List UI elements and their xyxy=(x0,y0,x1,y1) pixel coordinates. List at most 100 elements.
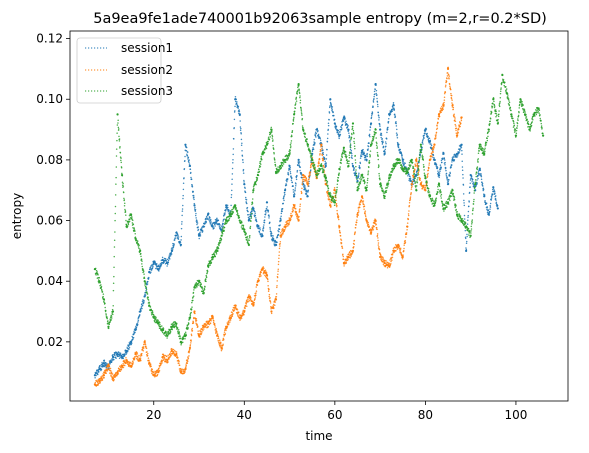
trace-dot xyxy=(463,214,466,217)
trace-dot xyxy=(156,373,159,376)
trace-dot xyxy=(452,103,454,106)
trace-dot xyxy=(127,345,130,348)
trace-dot xyxy=(256,178,259,180)
trace-dot xyxy=(404,239,406,242)
trace-dot xyxy=(441,105,443,108)
trace-dot xyxy=(187,158,189,160)
trace-dot xyxy=(151,372,153,374)
trace-dot xyxy=(102,293,105,295)
trace-dot xyxy=(436,127,439,129)
trace-dot xyxy=(143,273,145,275)
trace-dot xyxy=(214,255,217,258)
trace-dot xyxy=(156,263,158,265)
trace-dot xyxy=(182,341,184,344)
trace-dot xyxy=(402,256,404,258)
trace-dot xyxy=(338,172,340,174)
trace-dot xyxy=(144,294,147,296)
trace-dot xyxy=(191,301,193,304)
data-point xyxy=(392,104,395,107)
trace-dot xyxy=(235,102,238,105)
trace-dot xyxy=(453,113,455,116)
trace-dot xyxy=(209,264,211,266)
trace-dot xyxy=(401,156,403,158)
trace-dot xyxy=(278,228,281,230)
trace-dot xyxy=(114,354,116,357)
trace-dot xyxy=(364,215,367,218)
trace-dot xyxy=(171,249,174,251)
trace-dot xyxy=(125,362,127,364)
trace-dot xyxy=(201,331,203,333)
trace-dot xyxy=(298,162,300,165)
trace-dot xyxy=(288,223,290,226)
trace-dot xyxy=(190,171,192,174)
trace-dot xyxy=(362,197,364,200)
trace-dot xyxy=(284,228,286,231)
trace-dot xyxy=(308,178,310,180)
trace-dot xyxy=(275,299,277,301)
trace-dot xyxy=(97,274,99,276)
trace-dot xyxy=(305,178,308,180)
trace-dot xyxy=(322,171,325,174)
trace-dot xyxy=(330,104,333,106)
trace-dot xyxy=(150,365,152,368)
trace-dot xyxy=(187,358,190,360)
trace-dot xyxy=(293,193,296,196)
trace-dot xyxy=(384,148,387,151)
trace-dot xyxy=(366,152,368,155)
trace-dot xyxy=(334,199,336,202)
trace-dot xyxy=(293,195,296,198)
trace-dot xyxy=(446,177,449,179)
trace-dot xyxy=(332,196,335,199)
trace-dot xyxy=(116,351,118,354)
trace-dot xyxy=(249,225,252,228)
trace-dot xyxy=(178,362,180,364)
trace-dot xyxy=(289,172,292,175)
trace-dot xyxy=(106,317,108,320)
trace-dot xyxy=(381,137,383,140)
trace-dot xyxy=(348,160,350,162)
data-point xyxy=(465,249,468,252)
trace-dot xyxy=(436,166,439,169)
trace-dot xyxy=(373,97,375,100)
trace-dot xyxy=(249,234,251,237)
trace-dot xyxy=(243,309,246,312)
trace-dot xyxy=(134,236,137,238)
trace-dot xyxy=(276,286,278,289)
trace-dot xyxy=(253,207,255,210)
trace-dot xyxy=(113,275,115,278)
trace-dot xyxy=(495,201,498,204)
data-point xyxy=(238,219,241,222)
trace-dot xyxy=(110,319,113,321)
data-point xyxy=(297,82,300,86)
trace-dot xyxy=(277,268,279,270)
trace-dot xyxy=(142,302,145,305)
trace-dot xyxy=(329,105,331,107)
trace-dot xyxy=(219,241,222,244)
trace-dot xyxy=(247,216,250,219)
trace-dot xyxy=(124,359,126,361)
trace-dot xyxy=(377,111,380,114)
trace-dot xyxy=(488,212,491,214)
trace-dot xyxy=(482,188,485,191)
trace-dot xyxy=(250,215,252,218)
trace-dot xyxy=(224,210,227,212)
trace-dot xyxy=(99,281,101,284)
trace-dot xyxy=(284,161,287,164)
trace-dot xyxy=(228,219,230,221)
trace-dot xyxy=(268,138,271,141)
trace-dot xyxy=(376,234,379,237)
trace-dot xyxy=(110,371,113,373)
trace-dot xyxy=(461,153,463,155)
trace-dot xyxy=(168,254,171,256)
trace-dot xyxy=(110,315,113,317)
trace-dot xyxy=(351,163,354,165)
trace-dot xyxy=(265,145,267,148)
trace-dot xyxy=(272,148,275,151)
trace-dot xyxy=(298,89,300,91)
trace-dot xyxy=(275,293,278,295)
trace-dot xyxy=(178,333,181,335)
trace-dot xyxy=(264,213,267,216)
trace-dot xyxy=(321,167,324,169)
trace-dot xyxy=(310,152,312,154)
trace-dot xyxy=(150,264,153,267)
